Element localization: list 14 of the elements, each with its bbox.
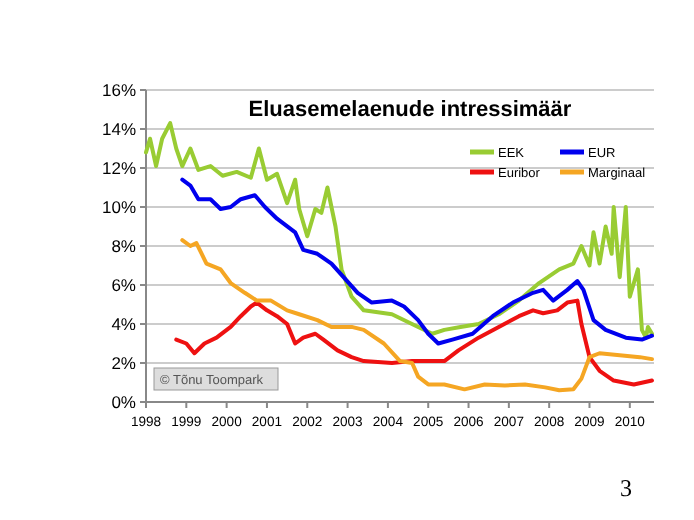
y-tick-label: 6%	[111, 274, 137, 295]
line-series	[144, 121, 654, 340]
line-series	[174, 298, 654, 387]
line-series	[180, 177, 654, 346]
y-tick-label: 14%	[101, 118, 137, 139]
y-tick-label: 10%	[101, 196, 137, 217]
y-tick-label: 12%	[101, 157, 137, 178]
y-tick-label: 2%	[111, 352, 137, 373]
y-tick-label: 8%	[111, 235, 137, 256]
y-tick-label: 4%	[111, 313, 137, 334]
text: 3	[620, 474, 632, 502]
y-tick-label: 0%	[111, 391, 137, 412]
y-tick-label: 16%	[101, 79, 137, 100]
chart-title: Eluasemelaenude intressimäär	[248, 98, 573, 122]
